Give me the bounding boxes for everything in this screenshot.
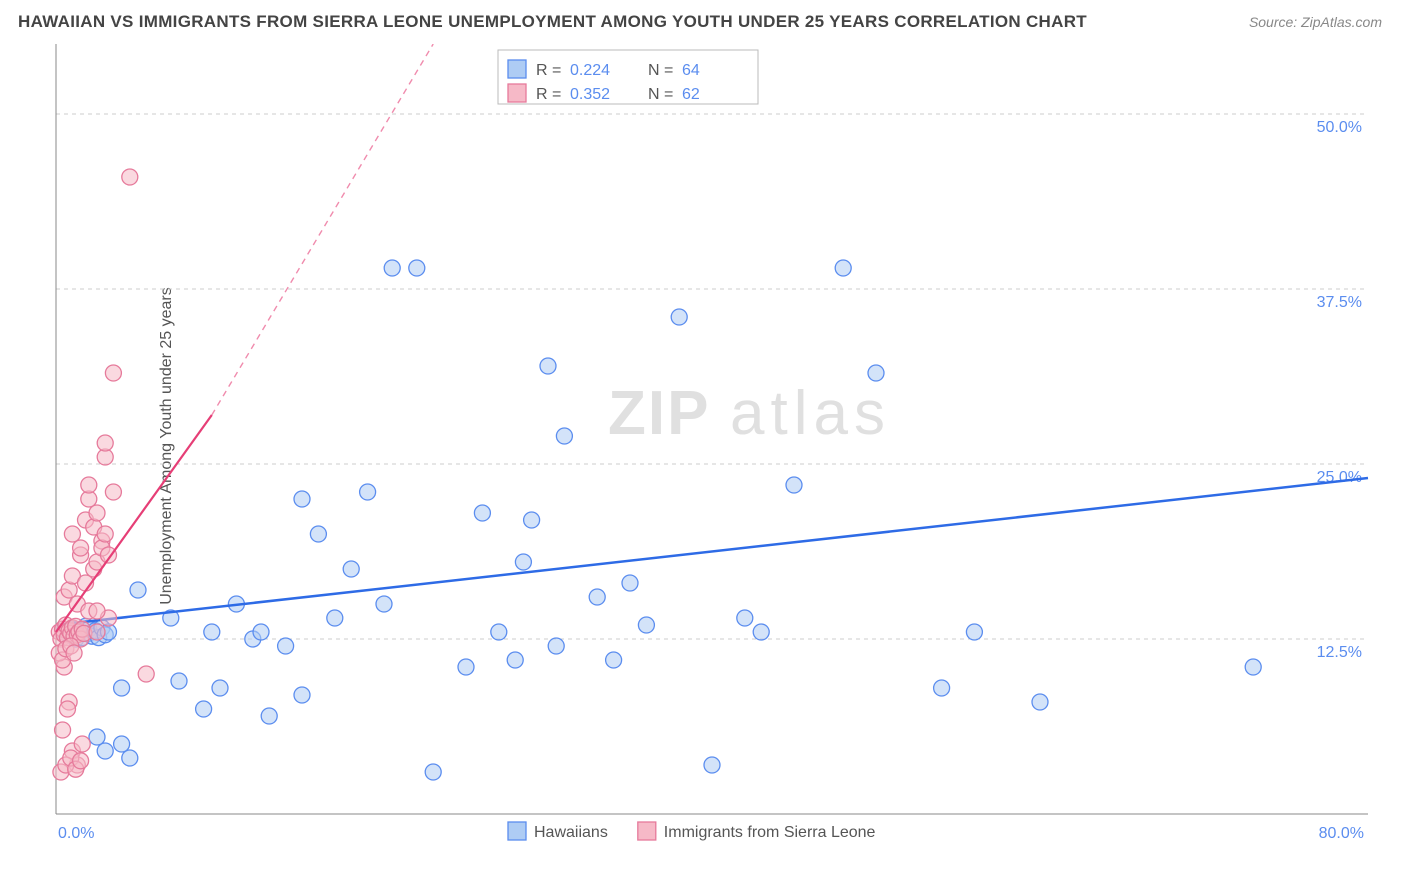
data-point (343, 561, 359, 577)
y-tick-label: 50.0% (1317, 119, 1362, 136)
data-point (294, 687, 310, 703)
data-point (114, 680, 130, 696)
data-point (64, 526, 80, 542)
data-point (458, 659, 474, 675)
legend-label: Immigrants from Sierra Leone (664, 824, 876, 841)
y-tick-label: 37.5% (1317, 294, 1362, 311)
data-point (130, 582, 146, 598)
trend-line-ext (212, 44, 433, 415)
data-point (409, 260, 425, 276)
data-point (524, 512, 540, 528)
data-point (966, 624, 982, 640)
scatter-plot: 12.5%25.0%37.5%50.0%ZIPatlas0.0%80.0%R =… (48, 44, 1384, 844)
watermark: ZIP (608, 379, 710, 448)
data-point (294, 491, 310, 507)
data-point (360, 484, 376, 500)
data-point (105, 365, 121, 381)
data-point (868, 365, 884, 381)
legend-r-label: R = (536, 86, 561, 103)
data-point (89, 729, 105, 745)
source-label: Source: ZipAtlas.com (1249, 14, 1382, 30)
legend-swatch (508, 60, 526, 78)
chart-title: HAWAIIAN VS IMMIGRANTS FROM SIERRA LEONE… (18, 12, 1087, 32)
data-point (556, 428, 572, 444)
data-point (212, 680, 228, 696)
data-point (89, 624, 105, 640)
data-point (1032, 694, 1048, 710)
data-point (491, 624, 507, 640)
data-point (97, 435, 113, 451)
legend-r-value: 0.352 (570, 86, 610, 103)
legend-n-label: N = (648, 86, 673, 103)
data-point (97, 526, 113, 542)
data-point (835, 260, 851, 276)
data-point (606, 652, 622, 668)
legend-swatch (508, 84, 526, 102)
y-tick-label: 12.5% (1317, 644, 1362, 661)
data-point (1245, 659, 1261, 675)
legend-swatch (508, 822, 526, 840)
data-point (753, 624, 769, 640)
data-point (196, 701, 212, 717)
data-point (89, 505, 105, 521)
legend-n-label: N = (648, 62, 673, 79)
data-point (515, 554, 531, 570)
data-point (310, 526, 326, 542)
watermark: atlas (730, 379, 891, 448)
legend-r-value: 0.224 (570, 62, 610, 79)
data-point (384, 260, 400, 276)
data-point (507, 652, 523, 668)
data-point (114, 736, 130, 752)
x-tick-label: 80.0% (1319, 825, 1364, 842)
legend-n-value: 62 (682, 86, 700, 103)
data-point (122, 750, 138, 766)
data-point (671, 309, 687, 325)
data-point (704, 757, 720, 773)
data-point (622, 575, 638, 591)
data-point (327, 610, 343, 626)
data-point (122, 169, 138, 185)
data-point (786, 477, 802, 493)
data-point (278, 638, 294, 654)
legend-n-value: 64 (682, 62, 700, 79)
data-point (934, 680, 950, 696)
data-point (548, 638, 564, 654)
x-tick-label: 0.0% (58, 825, 94, 842)
legend-r-label: R = (536, 62, 561, 79)
data-point (589, 589, 605, 605)
data-point (204, 624, 220, 640)
legend-label: Hawaiians (534, 824, 608, 841)
data-point (138, 666, 154, 682)
data-point (253, 624, 269, 640)
data-point (73, 540, 89, 556)
legend-swatch (638, 822, 656, 840)
data-point (376, 596, 392, 612)
data-point (737, 610, 753, 626)
data-point (171, 673, 187, 689)
trend-line (56, 478, 1368, 625)
data-point (89, 603, 105, 619)
data-point (73, 753, 89, 769)
data-point (474, 505, 490, 521)
data-point (81, 477, 97, 493)
data-point (97, 743, 113, 759)
data-point (540, 358, 556, 374)
data-point (59, 701, 75, 717)
data-point (425, 764, 441, 780)
data-point (261, 708, 277, 724)
data-point (105, 484, 121, 500)
data-point (638, 617, 654, 633)
data-point (55, 722, 71, 738)
data-point (66, 645, 82, 661)
data-point (61, 582, 77, 598)
data-point (74, 736, 90, 752)
